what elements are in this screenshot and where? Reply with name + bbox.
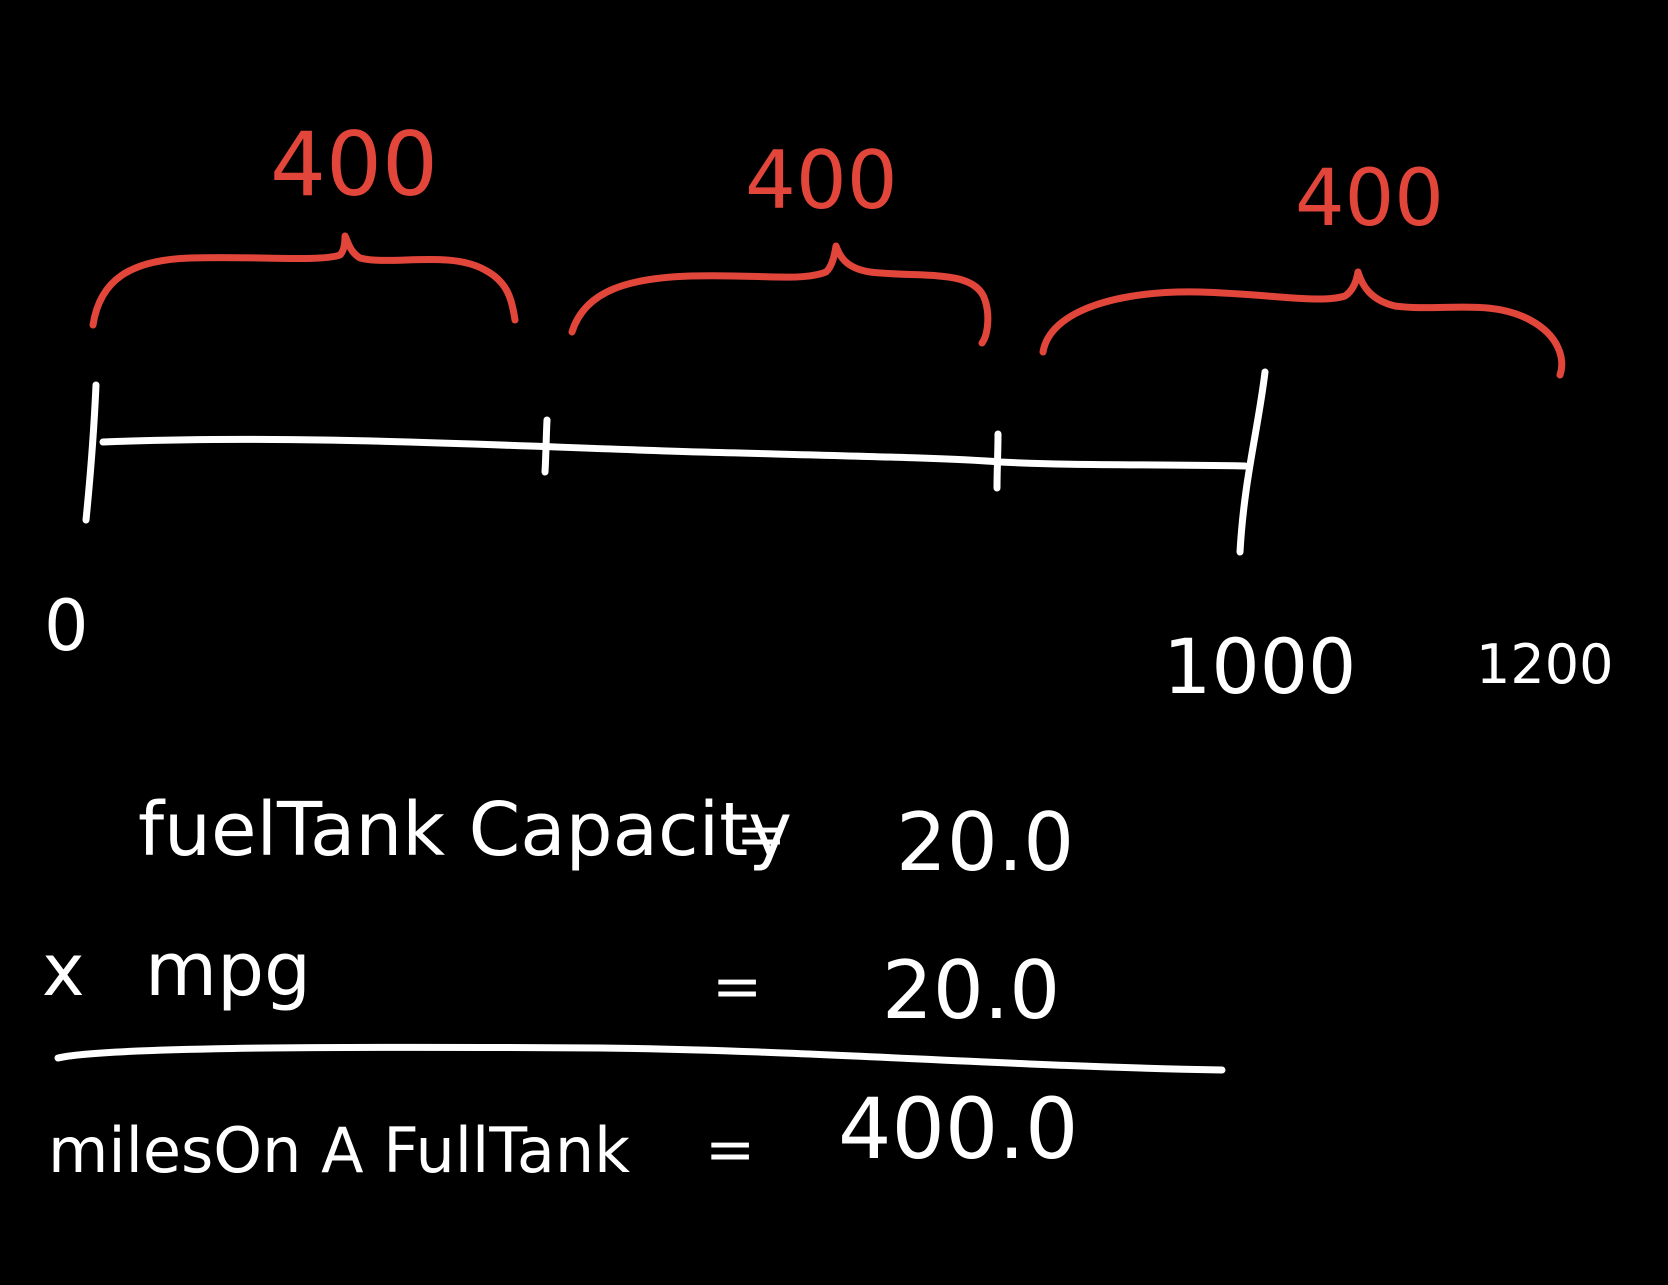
equals-1: =: [736, 800, 786, 870]
fuel-tank-capacity-label: fuelTank Capacity: [138, 787, 792, 873]
brace-3: [1039, 268, 1566, 379]
tick-end: [1236, 368, 1269, 556]
brace-1: [89, 232, 519, 329]
equals-2: =: [712, 952, 762, 1022]
equals-3: =: [705, 1115, 755, 1185]
sum-line: [54, 1043, 1226, 1074]
segment-label-1: 400: [270, 113, 438, 216]
tick-mid-1: [541, 416, 551, 476]
number-line: [99, 435, 1249, 470]
fuel-tank-capacity-value: 20.0: [896, 796, 1074, 889]
miles-on-full-tank-value: 400.0: [838, 1080, 1078, 1178]
tick-label-end: 1000: [1163, 622, 1356, 711]
tick-label-start: 0: [44, 585, 89, 667]
brace-2: [568, 242, 992, 347]
miles-on-full-tank-label: milesOn A FullTank: [48, 1114, 630, 1187]
mpg-value: 20.0: [882, 944, 1060, 1037]
tick-mid-2: [993, 430, 1002, 492]
tick-start: [82, 381, 100, 524]
multiply-operator: x: [42, 928, 85, 1012]
segment-label-2: 400: [745, 134, 898, 227]
mpg-label: mpg: [145, 927, 311, 1013]
tick-label-beyond: 1200: [1476, 633, 1613, 696]
segment-label-3: 400: [1295, 154, 1444, 244]
